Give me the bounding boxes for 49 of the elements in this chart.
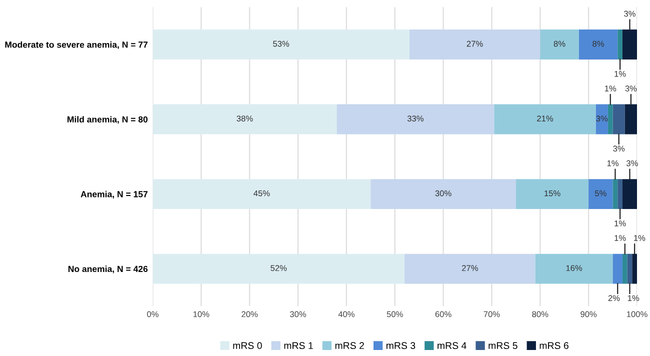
data-label: 3% bbox=[624, 10, 636, 17]
data-label: 1% bbox=[607, 160, 619, 166]
x-tick-label: 10% bbox=[193, 311, 210, 318]
x-tick-label: 20% bbox=[242, 311, 258, 318]
x-tick-label: 0% bbox=[147, 311, 158, 318]
x-tick-label: 70% bbox=[484, 311, 500, 318]
legend-label: mRS 5 bbox=[488, 342, 518, 350]
x-tick-label: 40% bbox=[338, 311, 354, 318]
data-label: 45% bbox=[254, 190, 270, 196]
data-label: 3% bbox=[596, 116, 608, 122]
data-label: 30% bbox=[435, 190, 452, 196]
data-label: 1% bbox=[614, 70, 626, 77]
y-tick-label: Anemia, N = 157 bbox=[80, 190, 148, 199]
data-label: 1% bbox=[634, 235, 646, 241]
x-tick-label: 60% bbox=[435, 311, 452, 318]
x-tick-label: 50% bbox=[386, 311, 403, 318]
y-tick-label: No anemia, N = 426 bbox=[68, 266, 148, 274]
legend-label: mRS 2 bbox=[335, 342, 364, 350]
data-label: 53% bbox=[273, 40, 290, 47]
data-label: 3% bbox=[626, 160, 638, 166]
data-label: 3% bbox=[613, 146, 625, 152]
data-label: 15% bbox=[544, 190, 560, 196]
data-label: 27% bbox=[466, 40, 483, 47]
y-tick-label: Moderate to severe anemia, N = 77 bbox=[5, 41, 148, 50]
x-tick-label: 90% bbox=[580, 311, 597, 318]
data-label: 5% bbox=[594, 190, 606, 196]
data-label: 21% bbox=[537, 116, 554, 122]
legend-label: mRS 0 bbox=[233, 342, 262, 350]
data-label: 1% bbox=[614, 220, 626, 226]
data-label: 1% bbox=[614, 235, 626, 241]
legend-label: mRS 4 bbox=[438, 342, 466, 350]
legend-label: mRS 1 bbox=[284, 342, 313, 350]
data-label: 8% bbox=[592, 40, 604, 47]
data-label: 52% bbox=[270, 265, 287, 272]
data-label: 27% bbox=[462, 265, 478, 271]
data-label: 8% bbox=[554, 40, 566, 47]
data-label: 1% bbox=[628, 295, 640, 302]
data-label: 33% bbox=[407, 116, 424, 122]
y-tick-label: Mild anemia, N = 80 bbox=[68, 116, 148, 124]
x-tick-label: 30% bbox=[290, 311, 306, 318]
data-label: 3% bbox=[625, 86, 637, 92]
x-tick-label: 80% bbox=[532, 311, 548, 318]
data-label: 2% bbox=[608, 295, 620, 302]
legend-label: mRS 6 bbox=[540, 342, 568, 350]
data-label: 38% bbox=[236, 116, 253, 122]
x-tick-label: 100% bbox=[626, 311, 648, 318]
legend-label: mRS 3 bbox=[386, 342, 416, 350]
data-label: 16% bbox=[566, 265, 582, 272]
data-label: 1% bbox=[604, 86, 616, 92]
